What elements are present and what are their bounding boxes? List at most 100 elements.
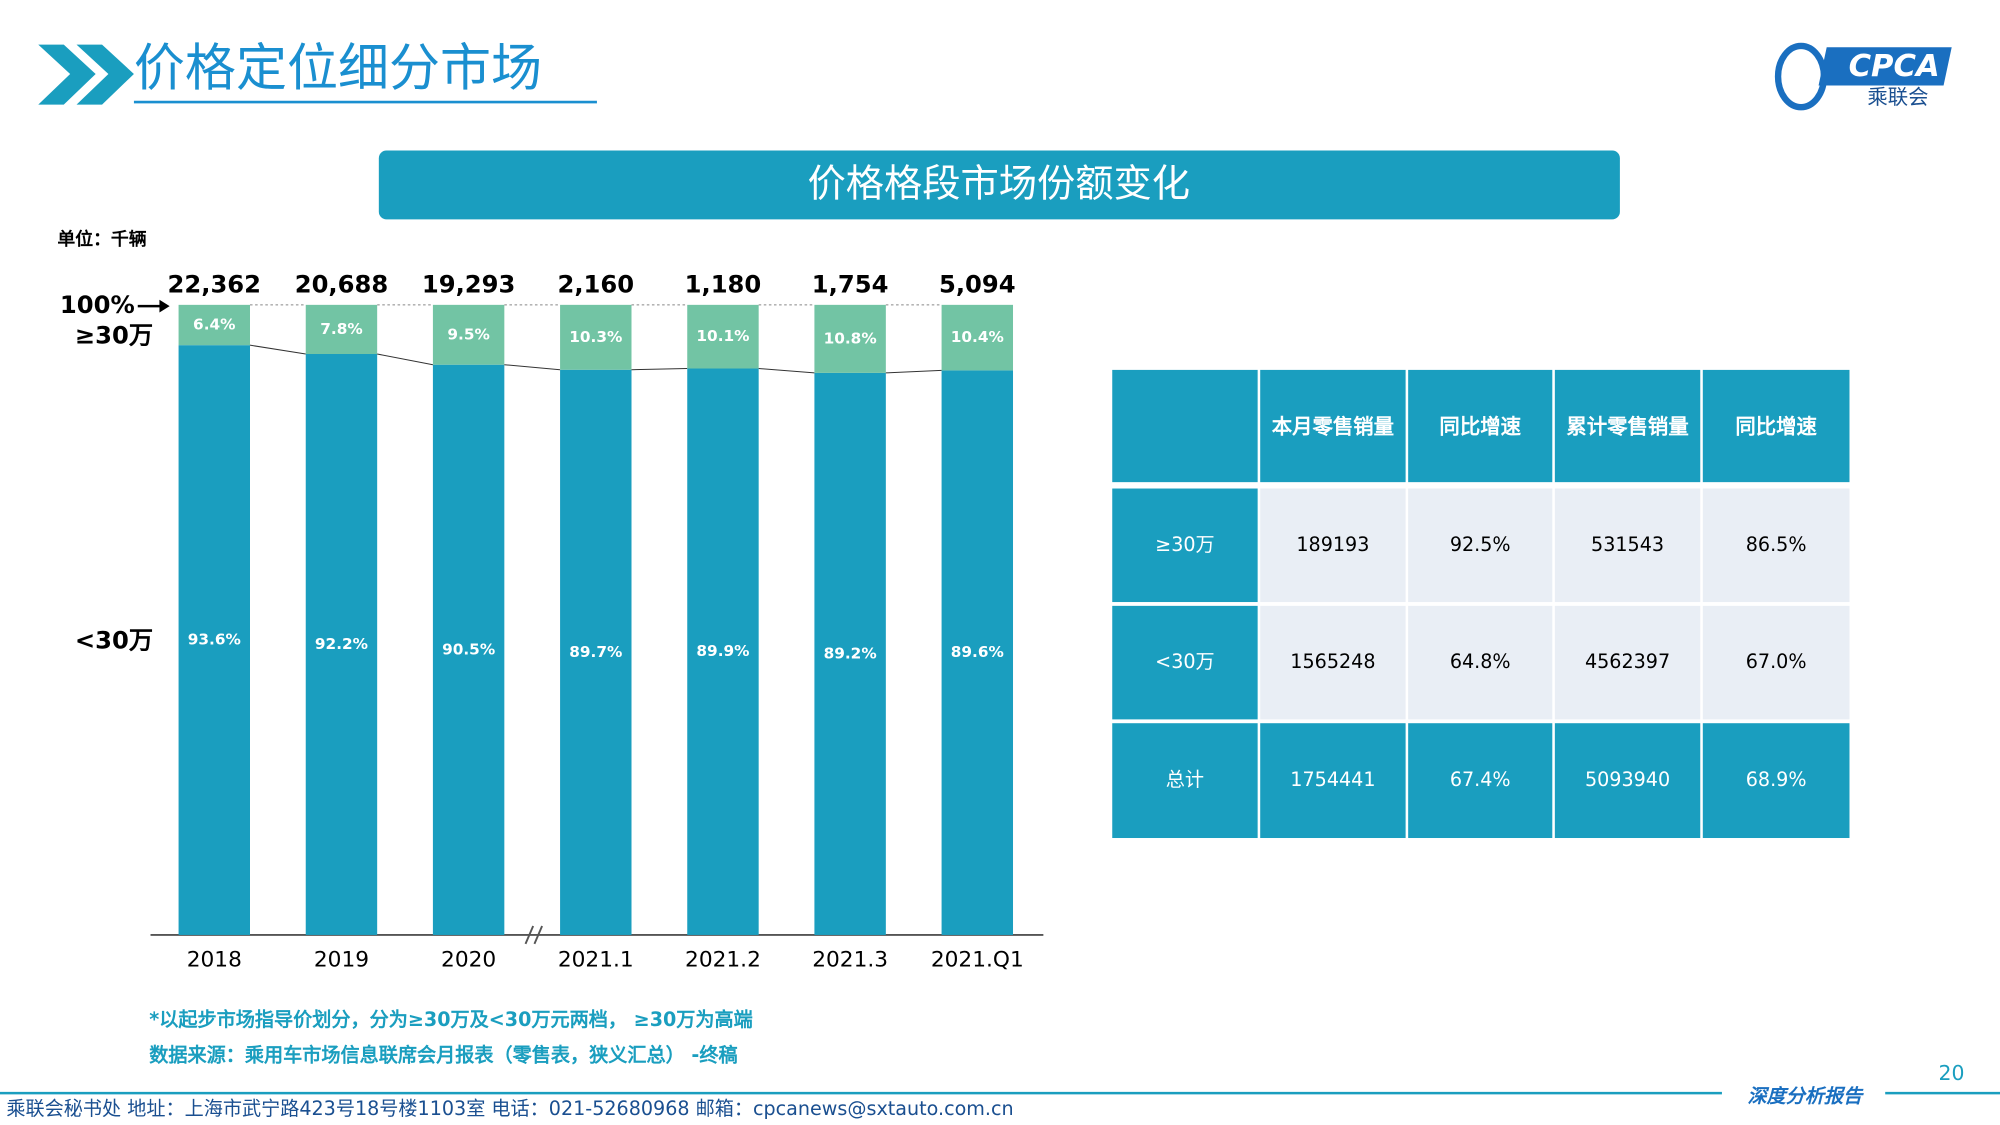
bar-segment [560, 369, 632, 935]
bar-segment [814, 304, 886, 373]
table-header: 同比增速 [1735, 414, 1817, 438]
value-label: 93.6% [188, 631, 241, 649]
bar-segment [941, 370, 1014, 935]
table-cell-text: 86.5% [1746, 533, 1807, 556]
top-annotation: 100% [60, 291, 135, 319]
footer-tag: 深度分析报告 [1747, 1084, 1864, 1107]
connector [631, 367, 688, 371]
table-cell [1408, 488, 1553, 603]
logo-box [1818, 47, 1952, 86]
table-cell [1260, 369, 1406, 483]
table-cell [1260, 723, 1406, 839]
value-label: 10.3% [569, 328, 622, 346]
total-label: 20,688 [295, 271, 388, 299]
bar-segment [305, 353, 378, 935]
table-cell-text: 67.0% [1746, 650, 1807, 673]
table-cell [1408, 723, 1553, 839]
bar-segment [941, 304, 1014, 371]
total-label: 19,293 [422, 271, 515, 299]
connector [377, 353, 434, 366]
bar-segment [305, 304, 378, 354]
note: *以起步市场指导价划分，分为≥30万及<30万元两档， ≥30万为高端 [149, 1008, 753, 1031]
logo-text: CPCA [1849, 49, 1940, 84]
chevron [76, 44, 134, 105]
table-cell [1702, 369, 1850, 483]
logo-mark [1774, 42, 1828, 111]
total-label: 2,160 [557, 271, 634, 299]
bar-segment [687, 304, 759, 369]
table-cell-text: 1754441 [1290, 768, 1375, 791]
page-number: 20 [1939, 1061, 1965, 1085]
x-tick-label: 2018 [187, 947, 242, 972]
table-cell [1554, 369, 1701, 483]
bar-segment [432, 304, 505, 365]
table-cell [1702, 605, 1850, 720]
table: 本月零售销量 同比增速 累计零售销量 同比增速 ≥30万 189193 92.5% 53154… [1112, 369, 1850, 839]
connector [885, 369, 942, 374]
table-cell-text: 189193 [1296, 533, 1369, 556]
footer-contact: 乘联会秘书处 地址：上海市武宁路423号18号楼1103室 电话：021-526… [6, 1097, 1013, 1120]
value-label: 89.6% [951, 643, 1004, 661]
table-cell [1408, 369, 1553, 483]
bar-segment [687, 368, 759, 935]
x-tick-label: 2019 [314, 947, 369, 972]
value-label: 7.8% [320, 320, 362, 338]
unit: 单位：千辆 [57, 228, 146, 250]
total-label: 5,094 [939, 271, 1016, 299]
connector [249, 344, 306, 355]
series-label: <30万 [75, 627, 153, 655]
series-label: ≥30万 [75, 322, 153, 350]
table-cell [1702, 488, 1850, 603]
bar-segment [178, 304, 250, 346]
table-cell [1554, 488, 1701, 603]
value-label: 6.4% [193, 316, 235, 334]
x-tick-label: 2020 [441, 947, 496, 972]
table-cell-text: 总计 [1166, 768, 1204, 791]
table-cell [1260, 488, 1406, 603]
page-title: 价格定位细分市场 [134, 39, 542, 98]
total-label: 22,362 [168, 271, 261, 299]
table-cell-text: 68.9% [1746, 768, 1807, 791]
logo-sub: 乘联会 [1867, 85, 1928, 109]
bar-segment [560, 304, 632, 370]
table-cell [1260, 605, 1406, 720]
banner [378, 150, 1620, 220]
table-cell [1112, 369, 1258, 483]
table-cell [1112, 605, 1258, 720]
x-tick-label: 2021.1 [558, 947, 634, 972]
note: 数据来源：乘用车市场信息联席会月报表（零售表，狭义汇总） -终稿 [149, 1044, 737, 1067]
bar-segment [814, 372, 886, 935]
table-header: 同比增速 [1439, 414, 1521, 438]
value-label: 10.4% [951, 328, 1004, 346]
table-cell-text: 531543 [1591, 533, 1664, 556]
connector [504, 364, 561, 371]
value-label: 10.1% [696, 327, 749, 345]
value-label: 89.9% [696, 642, 749, 660]
x-tick-label: 2021.3 [812, 947, 888, 972]
chevron [38, 44, 96, 105]
value-label: 89.2% [824, 644, 877, 662]
table-cell-text: 64.8% [1450, 650, 1511, 673]
value-label: 10.8% [824, 329, 877, 347]
value-label: 90.5% [442, 640, 495, 658]
table-cell-text: 92.5% [1450, 533, 1511, 556]
x-tick-label: 2021.Q1 [931, 947, 1024, 972]
connector [758, 367, 815, 374]
table-cell [1112, 723, 1258, 839]
table-cell [1702, 723, 1850, 839]
bar-segment [432, 364, 505, 935]
axis-break [533, 925, 543, 945]
total-label: 1,754 [812, 271, 889, 299]
table-cell-text: ≥30万 [1155, 533, 1215, 556]
value-label: 92.2% [315, 635, 368, 653]
table-cell-text: <30万 [1155, 650, 1215, 673]
table-header: 累计零售销量 [1566, 414, 1688, 438]
value-label: 9.5% [447, 325, 489, 343]
value-label: 89.7% [569, 643, 622, 661]
table-cell [1408, 605, 1553, 720]
table-cell [1112, 488, 1258, 603]
bar-segment [178, 345, 250, 935]
table-cell-text: 4562397 [1585, 650, 1670, 673]
table-header: 本月零售销量 [1272, 414, 1394, 438]
x-tick-label: 2021.2 [685, 947, 761, 972]
